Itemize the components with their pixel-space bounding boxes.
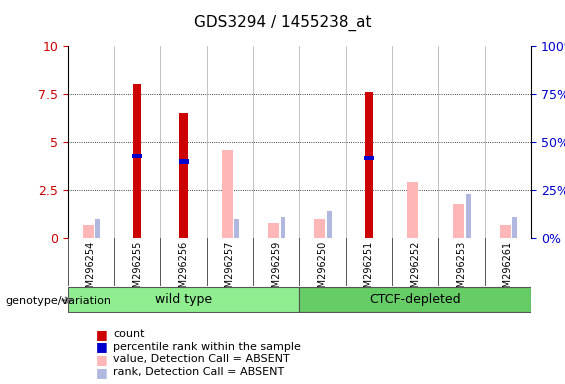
Bar <box>407 182 418 238</box>
FancyBboxPatch shape <box>68 287 299 312</box>
Text: rank, Detection Call = ABSENT: rank, Detection Call = ABSENT <box>113 367 284 377</box>
Bar <box>95 219 100 238</box>
Text: ■: ■ <box>96 328 107 341</box>
Text: CTCF-depleted: CTCF-depleted <box>370 293 461 306</box>
Bar <box>314 219 325 238</box>
Bar <box>268 223 279 238</box>
Bar <box>82 225 94 238</box>
Text: GSM296252: GSM296252 <box>410 240 420 300</box>
Text: value, Detection Call = ABSENT: value, Detection Call = ABSENT <box>113 354 290 364</box>
Text: ■: ■ <box>96 340 107 353</box>
Bar <box>234 219 239 238</box>
Text: ■: ■ <box>96 353 107 366</box>
Text: GSM296250: GSM296250 <box>318 240 328 300</box>
Bar <box>132 154 142 158</box>
Text: GSM296256: GSM296256 <box>179 240 189 300</box>
Bar <box>327 211 332 238</box>
Text: GSM296255: GSM296255 <box>132 240 142 300</box>
Bar <box>179 159 189 164</box>
Bar <box>364 156 374 161</box>
Text: GDS3294 / 1455238_at: GDS3294 / 1455238_at <box>194 15 371 31</box>
Bar <box>499 225 511 238</box>
Text: GSM296261: GSM296261 <box>503 240 513 300</box>
Text: genotype/variation: genotype/variation <box>6 296 112 306</box>
Text: GSM296257: GSM296257 <box>225 240 235 300</box>
Text: percentile rank within the sample: percentile rank within the sample <box>113 342 301 352</box>
Bar <box>221 150 233 238</box>
Text: GSM296251: GSM296251 <box>364 240 374 300</box>
Bar <box>453 204 464 238</box>
Text: count: count <box>113 329 145 339</box>
Bar <box>512 217 517 238</box>
Bar <box>466 194 471 238</box>
Bar <box>180 113 188 238</box>
Text: wild type: wild type <box>155 293 212 306</box>
Text: ■: ■ <box>96 366 107 379</box>
FancyBboxPatch shape <box>299 287 531 312</box>
Text: GSM296253: GSM296253 <box>457 240 467 300</box>
Text: GSM296259: GSM296259 <box>271 240 281 300</box>
Bar <box>133 84 141 238</box>
Text: GSM296254: GSM296254 <box>86 240 96 300</box>
Bar <box>281 217 285 238</box>
Bar <box>365 92 373 238</box>
